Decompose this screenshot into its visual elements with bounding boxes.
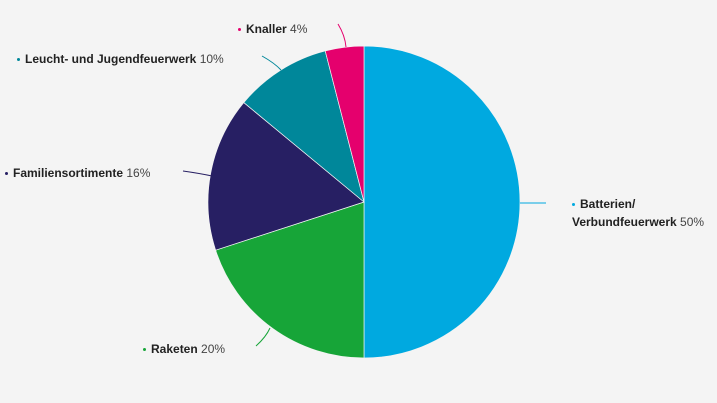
slice-leucht-jugendfeuerwerk (243, 50, 365, 203)
label-batterien: Batterien/ Verbundfeuerwerk 50% (572, 197, 705, 229)
leader-line-raketen (255, 327, 271, 347)
slice-batterien (363, 45, 521, 359)
leader-line-knaller (337, 23, 347, 48)
label-leucht-jugendfeuerwerk: Leucht- und Jugendfeuerwerk 10% (17, 50, 224, 68)
legend-dot (5, 172, 8, 176)
legend-dot (143, 348, 146, 352)
legend-dot (17, 58, 20, 62)
slice-knaller (324, 45, 365, 203)
legend-dot (572, 203, 575, 207)
slice-familiensortimente (207, 102, 365, 251)
leader-line-leucht-jugendfeuerwerk (261, 55, 282, 71)
label-knaller: Knaller 4% (238, 20, 307, 38)
leader-line-familiensortimente (182, 170, 213, 177)
label-raketen: Raketen 20% (143, 340, 225, 358)
slice-raketen (215, 201, 365, 359)
legend-dot (238, 28, 241, 32)
label-familiensortimente: Familiensortimente 16% (5, 164, 150, 182)
